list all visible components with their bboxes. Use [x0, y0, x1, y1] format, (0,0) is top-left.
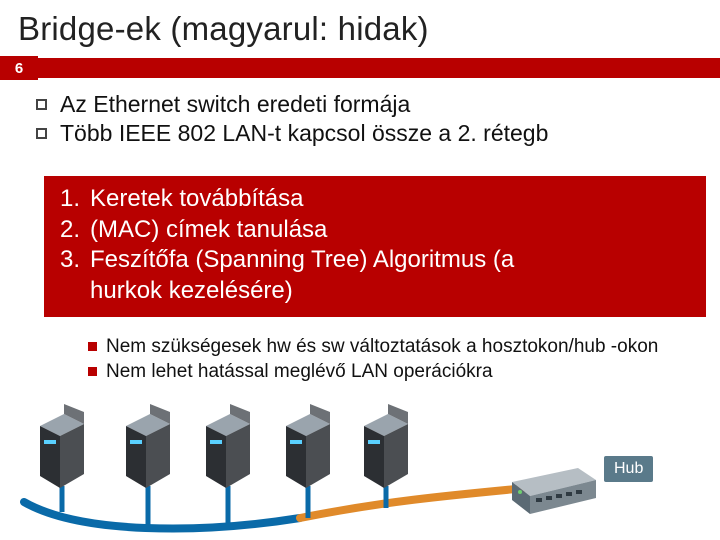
highlight-box: 1. Keretek továbbítása 2. (MAC) címek tanu…	[44, 176, 706, 317]
bullet-text: Az Ethernet switch eredeti formája	[60, 91, 410, 117]
accent-bar	[36, 58, 720, 78]
sub-bullet-square-icon	[88, 367, 97, 376]
content-area: Az Ethernet switch eredeti formája Több …	[0, 84, 720, 148]
list-item: 3. Feszítőfa (Spanning Tree) Algoritmus (…	[60, 245, 694, 276]
item-text: (MAC) címek tanulása	[90, 216, 327, 243]
item-text: Feszítőfa (Spanning Tree) Algoritmus (a	[90, 246, 514, 273]
sub-bullet-text: Nem lehet hatással meglévő LAN operációk…	[106, 361, 493, 382]
bullet-item: Több IEEE 802 LAN-t kapcsol össze a 2. r…	[36, 119, 702, 148]
sub-bullet-item: Nem szükségesek hw és sw változtatások a…	[88, 336, 700, 359]
bullet-item: Az Ethernet switch eredeti formája	[36, 90, 702, 119]
hub-label: Hub	[604, 456, 653, 482]
bullet-list: Az Ethernet switch eredeti formája Több …	[36, 90, 702, 148]
list-item: 1. Keretek továbbítása	[60, 184, 694, 215]
server-icon	[358, 400, 414, 488]
server-icon	[120, 400, 176, 488]
sub-bullets: Nem szükségesek hw és sw változtatások a…	[88, 336, 700, 386]
item-text: hurkok kezelésére)	[90, 277, 293, 304]
bullet-square-icon	[36, 128, 47, 139]
hub-icon	[508, 460, 600, 521]
slide-title: Bridge-ek (magyarul: hidak)	[0, 0, 720, 56]
list-item: 2. (MAC) címek tanulása	[60, 215, 694, 246]
list-item: hurkok kezelésére)	[60, 276, 694, 307]
item-text: Keretek továbbítása	[90, 185, 303, 212]
sub-bullet-item: Nem lehet hatással meglévő LAN operációk…	[88, 361, 700, 384]
slide-number-badge: 6	[0, 56, 38, 80]
item-number: 2.	[60, 215, 80, 246]
numbered-list: 1. Keretek továbbítása 2. (MAC) címek tanu…	[60, 184, 694, 307]
network-diagram: Hub	[0, 400, 720, 540]
server-icon	[200, 400, 256, 488]
sub-bullet-square-icon	[88, 342, 97, 351]
bullet-square-icon	[36, 99, 47, 110]
server-icon	[34, 400, 90, 488]
item-number: 1.	[60, 184, 80, 215]
server-icon	[280, 400, 336, 488]
accent-bar-row: 6	[0, 56, 720, 84]
bullet-text: Több IEEE 802 LAN-t kapcsol össze a 2. r…	[60, 120, 548, 146]
slide: { "title": "Bridge-ek (magyarul: hidak)"…	[0, 0, 720, 540]
item-number: 3.	[60, 245, 80, 276]
sub-bullet-text: Nem szükségesek hw és sw változtatások a…	[106, 336, 658, 357]
